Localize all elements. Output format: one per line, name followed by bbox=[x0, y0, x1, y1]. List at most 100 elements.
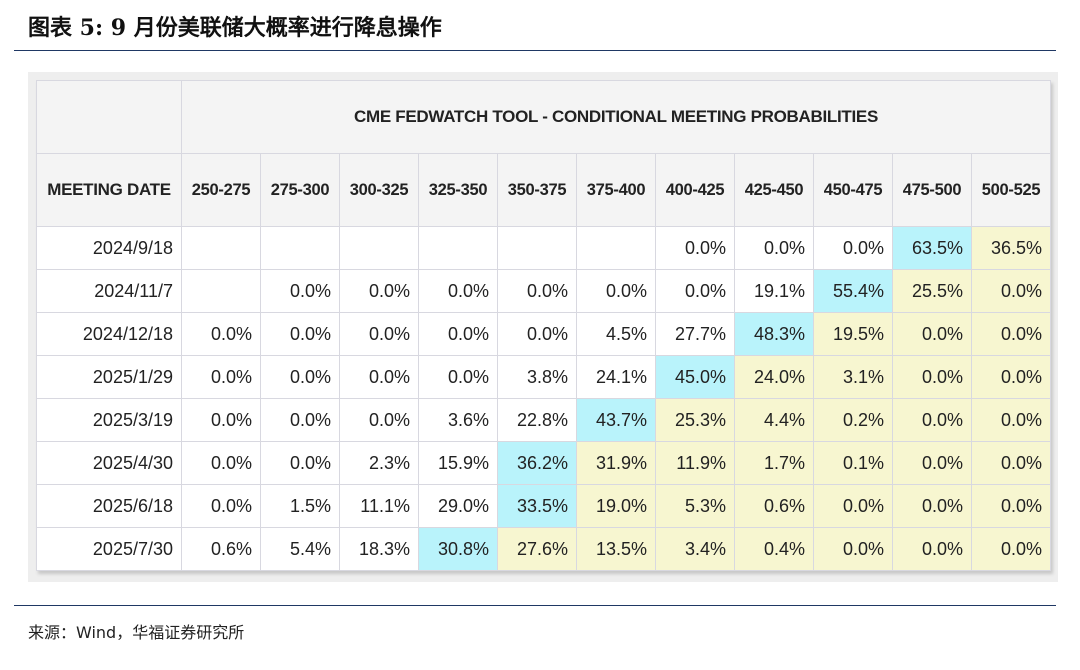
probability-cell: 63.5% bbox=[892, 226, 972, 270]
meeting-date: 2025/1/29 bbox=[36, 355, 182, 399]
meeting-date: 2025/3/19 bbox=[36, 398, 182, 442]
probability-cell: 0.0% bbox=[892, 527, 972, 571]
source-divider bbox=[14, 605, 1056, 606]
meeting-date: 2025/4/30 bbox=[36, 441, 182, 485]
probability-cell bbox=[181, 269, 261, 313]
corner-cell bbox=[36, 80, 182, 154]
probability-cell: 31.9% bbox=[576, 441, 656, 485]
probability-cell: 2.3% bbox=[339, 441, 419, 485]
probability-cell: 29.0% bbox=[418, 484, 498, 528]
probability-cell: 0.0% bbox=[418, 312, 498, 356]
probability-cell: 3.4% bbox=[655, 527, 735, 571]
probability-cell: 0.0% bbox=[260, 269, 340, 313]
table-row: 2025/3/19 0.0% 0.0% 0.0% 3.6% 22.8% 43.7% 25.3%… bbox=[36, 398, 1051, 442]
probability-cell: 0.0% bbox=[260, 398, 340, 442]
meeting-date: 2025/7/30 bbox=[36, 527, 182, 571]
super-header: CME FEDWATCH TOOL - CONDITIONAL MEETING … bbox=[181, 80, 1051, 154]
probability-cell: 0.0% bbox=[181, 312, 261, 356]
table-row: 2025/7/30 0.6% 5.4% 18.3% 30.8% 27.6% 13.5% 3.4… bbox=[36, 527, 1051, 571]
probability-cell: 0.6% bbox=[181, 527, 261, 571]
probability-cell: 0.0% bbox=[892, 398, 972, 442]
probability-cell: 0.0% bbox=[892, 355, 972, 399]
probability-cell: 0.0% bbox=[497, 312, 577, 356]
probability-cell: 0.0% bbox=[655, 226, 735, 270]
probability-cell: 25.5% bbox=[892, 269, 972, 313]
probability-cell: 0.0% bbox=[497, 269, 577, 313]
probability-cell: 0.0% bbox=[418, 269, 498, 313]
probability-cell: 55.4% bbox=[813, 269, 893, 313]
probability-cell: 0.0% bbox=[418, 355, 498, 399]
probability-cell bbox=[497, 226, 577, 270]
probability-cell: 3.1% bbox=[813, 355, 893, 399]
probability-cell: 0.0% bbox=[655, 269, 735, 313]
probability-cell: 0.0% bbox=[339, 355, 419, 399]
probability-cell: 5.3% bbox=[655, 484, 735, 528]
probability-cell: 0.0% bbox=[260, 312, 340, 356]
probability-cell: 3.8% bbox=[497, 355, 577, 399]
meeting-date: 2025/6/18 bbox=[36, 484, 182, 528]
probability-cell: 0.0% bbox=[813, 484, 893, 528]
probability-cell: 1.5% bbox=[260, 484, 340, 528]
probability-cell bbox=[339, 226, 419, 270]
probability-cell: 0.0% bbox=[260, 441, 340, 485]
probability-cell: 0.0% bbox=[576, 269, 656, 313]
probability-cell: 45.0% bbox=[655, 355, 735, 399]
probability-cell: 19.1% bbox=[734, 269, 814, 313]
table-row: 2025/6/18 0.0% 1.5% 11.1% 29.0% 33.5% 19.0% 5.3… bbox=[36, 484, 1051, 528]
probability-cell: 11.9% bbox=[655, 441, 735, 485]
probability-cell: 3.6% bbox=[418, 398, 498, 442]
probability-cell: 0.0% bbox=[260, 355, 340, 399]
title-divider bbox=[14, 50, 1056, 51]
probability-cell: 0.0% bbox=[971, 527, 1051, 571]
probability-cell: 11.1% bbox=[339, 484, 419, 528]
probability-cell: 5.4% bbox=[260, 527, 340, 571]
probability-cell: 0.0% bbox=[181, 398, 261, 442]
probability-cell: 0.2% bbox=[813, 398, 893, 442]
probability-cell: 0.0% bbox=[339, 398, 419, 442]
probability-cell: 1.7% bbox=[734, 441, 814, 485]
probability-cell: 19.0% bbox=[576, 484, 656, 528]
table-row: 2025/4/30 0.0% 0.0% 2.3% 15.9% 36.2% 31.9% 11.9… bbox=[36, 441, 1051, 485]
probability-cell: 36.2% bbox=[497, 441, 577, 485]
probability-cell: 4.4% bbox=[734, 398, 814, 442]
column-header: 450-475 bbox=[813, 153, 893, 227]
column-header: 400-425 bbox=[655, 153, 735, 227]
probability-cell: 0.0% bbox=[892, 441, 972, 485]
probability-cell: 30.8% bbox=[418, 527, 498, 571]
probability-cell: 27.6% bbox=[497, 527, 577, 571]
column-header: 250-275 bbox=[181, 153, 261, 227]
table-row: 2024/11/7 0.0% 0.0% 0.0% 0.0% 0.0% 0.0% 19.1% 55… bbox=[36, 269, 1051, 313]
probability-cell: 19.5% bbox=[813, 312, 893, 356]
probability-cell: 0.0% bbox=[971, 398, 1051, 442]
probability-cell: 0.0% bbox=[339, 312, 419, 356]
probability-cell: 0.0% bbox=[339, 269, 419, 313]
probability-cell bbox=[418, 226, 498, 270]
probability-cell: 0.6% bbox=[734, 484, 814, 528]
probability-cell: 0.0% bbox=[813, 527, 893, 571]
probability-cell: 15.9% bbox=[418, 441, 498, 485]
column-header: 425-450 bbox=[734, 153, 814, 227]
meeting-date: 2024/12/18 bbox=[36, 312, 182, 356]
table-row: 2024/9/18 0.0% 0.0% 0.0% 63.5% 36.5% bbox=[36, 226, 1051, 270]
probability-cell: 24.1% bbox=[576, 355, 656, 399]
meeting-date: 2024/11/7 bbox=[36, 269, 182, 313]
probability-cell: 33.5% bbox=[497, 484, 577, 528]
probability-cell: 0.0% bbox=[971, 312, 1051, 356]
source-note: 来源：Wind，华福证券研究所 bbox=[28, 623, 245, 642]
column-header: 350-375 bbox=[497, 153, 577, 227]
column-header: 300-325 bbox=[339, 153, 419, 227]
table-row: 2024/12/18 0.0% 0.0% 0.0% 0.0% 0.0% 4.5% 27.7% 4… bbox=[36, 312, 1051, 356]
probability-cell: 0.0% bbox=[892, 312, 972, 356]
probability-cell: 0.0% bbox=[971, 355, 1051, 399]
meeting-date: 2024/9/18 bbox=[36, 226, 182, 270]
probability-cell: 36.5% bbox=[971, 226, 1051, 270]
probability-cell: 24.0% bbox=[734, 355, 814, 399]
probability-cell: 0.0% bbox=[971, 441, 1051, 485]
probability-cell: 0.4% bbox=[734, 527, 814, 571]
column-header: 375-400 bbox=[576, 153, 656, 227]
probability-cell: 18.3% bbox=[339, 527, 419, 571]
probability-cell: 27.7% bbox=[655, 312, 735, 356]
probability-cell: 0.1% bbox=[813, 441, 893, 485]
probability-cell: 4.5% bbox=[576, 312, 656, 356]
probability-cell: 0.0% bbox=[734, 226, 814, 270]
